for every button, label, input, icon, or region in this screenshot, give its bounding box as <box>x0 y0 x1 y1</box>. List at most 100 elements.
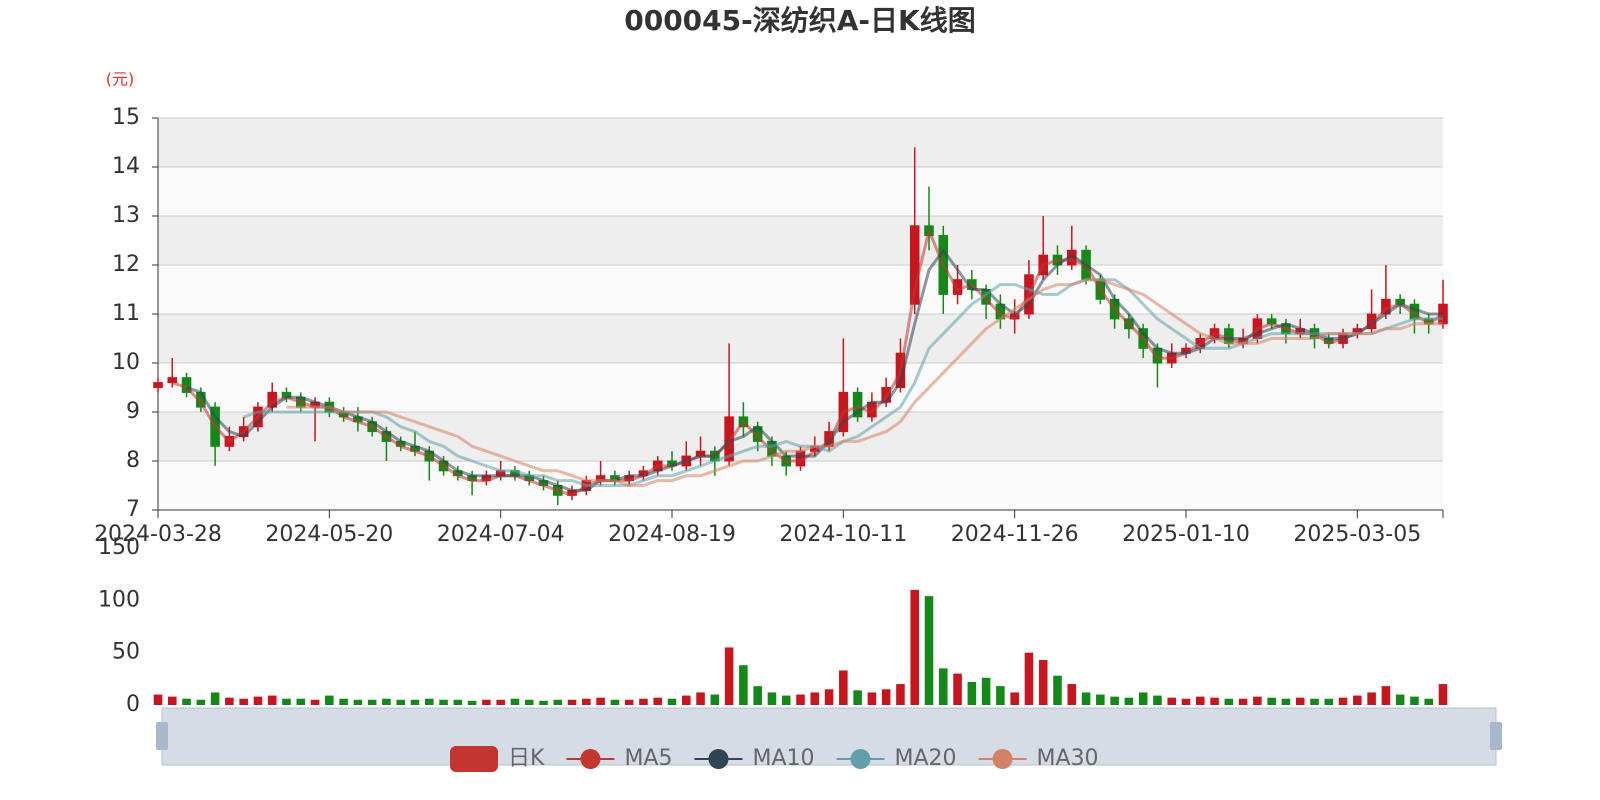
candle-body <box>852 391 863 418</box>
legend-item[interactable]: MA10 <box>694 746 815 771</box>
volume-bar <box>839 670 848 705</box>
volume-bar <box>1195 696 1205 705</box>
volume-bar <box>681 695 691 705</box>
volume-bar <box>1024 652 1034 705</box>
volume-bar <box>1096 694 1105 705</box>
plot-band <box>158 265 1443 314</box>
legend-item[interactable]: 日K <box>450 746 545 772</box>
volume-bar <box>1295 697 1305 705</box>
volume-bar <box>639 698 648 705</box>
volume-bar <box>981 677 991 705</box>
zoom-handle[interactable] <box>156 722 168 750</box>
volume-bar <box>410 699 420 705</box>
volume-bar <box>1367 692 1376 705</box>
legend-item[interactable]: MA5 <box>566 746 672 771</box>
candle-body <box>909 225 920 305</box>
volume-bar <box>1110 696 1119 705</box>
volume-bar <box>539 700 548 705</box>
volume-bar <box>225 697 234 705</box>
y-tick-label: 12 <box>112 252 140 277</box>
volume-bar <box>424 698 434 705</box>
volume-bar <box>1053 675 1062 705</box>
volume-bar <box>582 698 591 705</box>
volume-bar <box>1324 698 1334 705</box>
volume-bar <box>439 699 448 705</box>
volume-bar <box>1181 698 1191 705</box>
volume-bar <box>996 686 1005 705</box>
y-tick-label: 13 <box>112 203 140 228</box>
volume-bar <box>781 695 791 705</box>
volume-bar <box>496 699 505 705</box>
volume-bar <box>1081 692 1091 705</box>
volume-bar <box>1338 697 1348 705</box>
volume-bar <box>196 699 206 705</box>
data-zoom[interactable] <box>161 707 1497 766</box>
x-tick-label: 2025-03-05 <box>1293 522 1421 547</box>
legend-icon <box>992 749 1013 769</box>
x-tick-label: 2025-01-10 <box>1122 522 1250 547</box>
volume-bar <box>482 699 491 705</box>
legend-label: MA20 <box>895 746 957 771</box>
volume-bar <box>1153 695 1162 705</box>
volume-bar <box>739 665 748 705</box>
volume-bar <box>339 698 348 705</box>
volume-bar <box>382 698 391 705</box>
vol-tick-label: 100 <box>98 587 140 612</box>
volume-bar <box>510 698 520 705</box>
volume-bar <box>796 694 805 705</box>
volume-bar <box>1124 697 1134 705</box>
legend-icon <box>450 746 498 772</box>
y-tick-label: 10 <box>112 350 140 375</box>
ma-line <box>186 248 1443 492</box>
x-tick-label: 2024-03-28 <box>94 522 222 547</box>
plot-band <box>158 167 1443 216</box>
volume-bar <box>896 684 905 705</box>
volume-bar <box>153 694 163 705</box>
legend-icon <box>850 749 871 769</box>
vol-tick-label: 0 <box>126 692 140 717</box>
y-tick-label: 15 <box>112 105 140 130</box>
legend-label: MA30 <box>1037 746 1099 771</box>
volume-bar <box>653 697 663 705</box>
volume-bar <box>1410 696 1419 705</box>
legend-item[interactable]: MA30 <box>978 746 1099 771</box>
volume-bar <box>210 692 220 705</box>
volume-bar <box>1310 698 1319 705</box>
volume-bar <box>267 695 277 705</box>
volume-bar <box>1210 697 1219 705</box>
volume-bar <box>1010 692 1019 705</box>
volume-bar <box>1138 692 1148 705</box>
x-tick-label: 2024-10-11 <box>779 522 907 547</box>
volume-bar <box>253 696 263 705</box>
x-tick-label: 2024-05-20 <box>265 522 393 547</box>
volume-bar <box>696 692 705 705</box>
legend-label: MA5 <box>624 746 672 771</box>
volume-bar <box>953 673 962 705</box>
volume-bar <box>753 686 762 705</box>
volume-bar <box>938 668 948 705</box>
legend-icon <box>708 749 729 769</box>
volume-bar <box>924 596 934 705</box>
plot-band <box>158 118 1443 167</box>
legend-item[interactable]: MA20 <box>836 746 957 771</box>
volume-bar <box>1067 684 1077 705</box>
x-tick-label: 2024-08-19 <box>608 522 736 547</box>
volume-bar <box>453 699 463 705</box>
volume-bar <box>824 689 834 705</box>
y-tick-label: 8 <box>126 448 140 473</box>
y-tick-label: 14 <box>112 154 140 179</box>
ma-line <box>286 278 1443 487</box>
volume-bar <box>296 698 306 705</box>
plot-band <box>158 363 1443 412</box>
zoom-handle[interactable] <box>1490 722 1502 750</box>
legend-label: MA10 <box>752 746 814 771</box>
volume-bar <box>553 699 563 705</box>
volume-bar <box>1281 698 1291 705</box>
volume-bar <box>1438 684 1448 705</box>
vol-tick-label: 150 <box>98 535 140 560</box>
volume-bar <box>610 699 620 705</box>
volume-bar <box>467 700 477 705</box>
volume-bar <box>624 699 634 705</box>
volume-bar <box>1167 697 1177 705</box>
vol-tick-label: 50 <box>112 640 140 665</box>
